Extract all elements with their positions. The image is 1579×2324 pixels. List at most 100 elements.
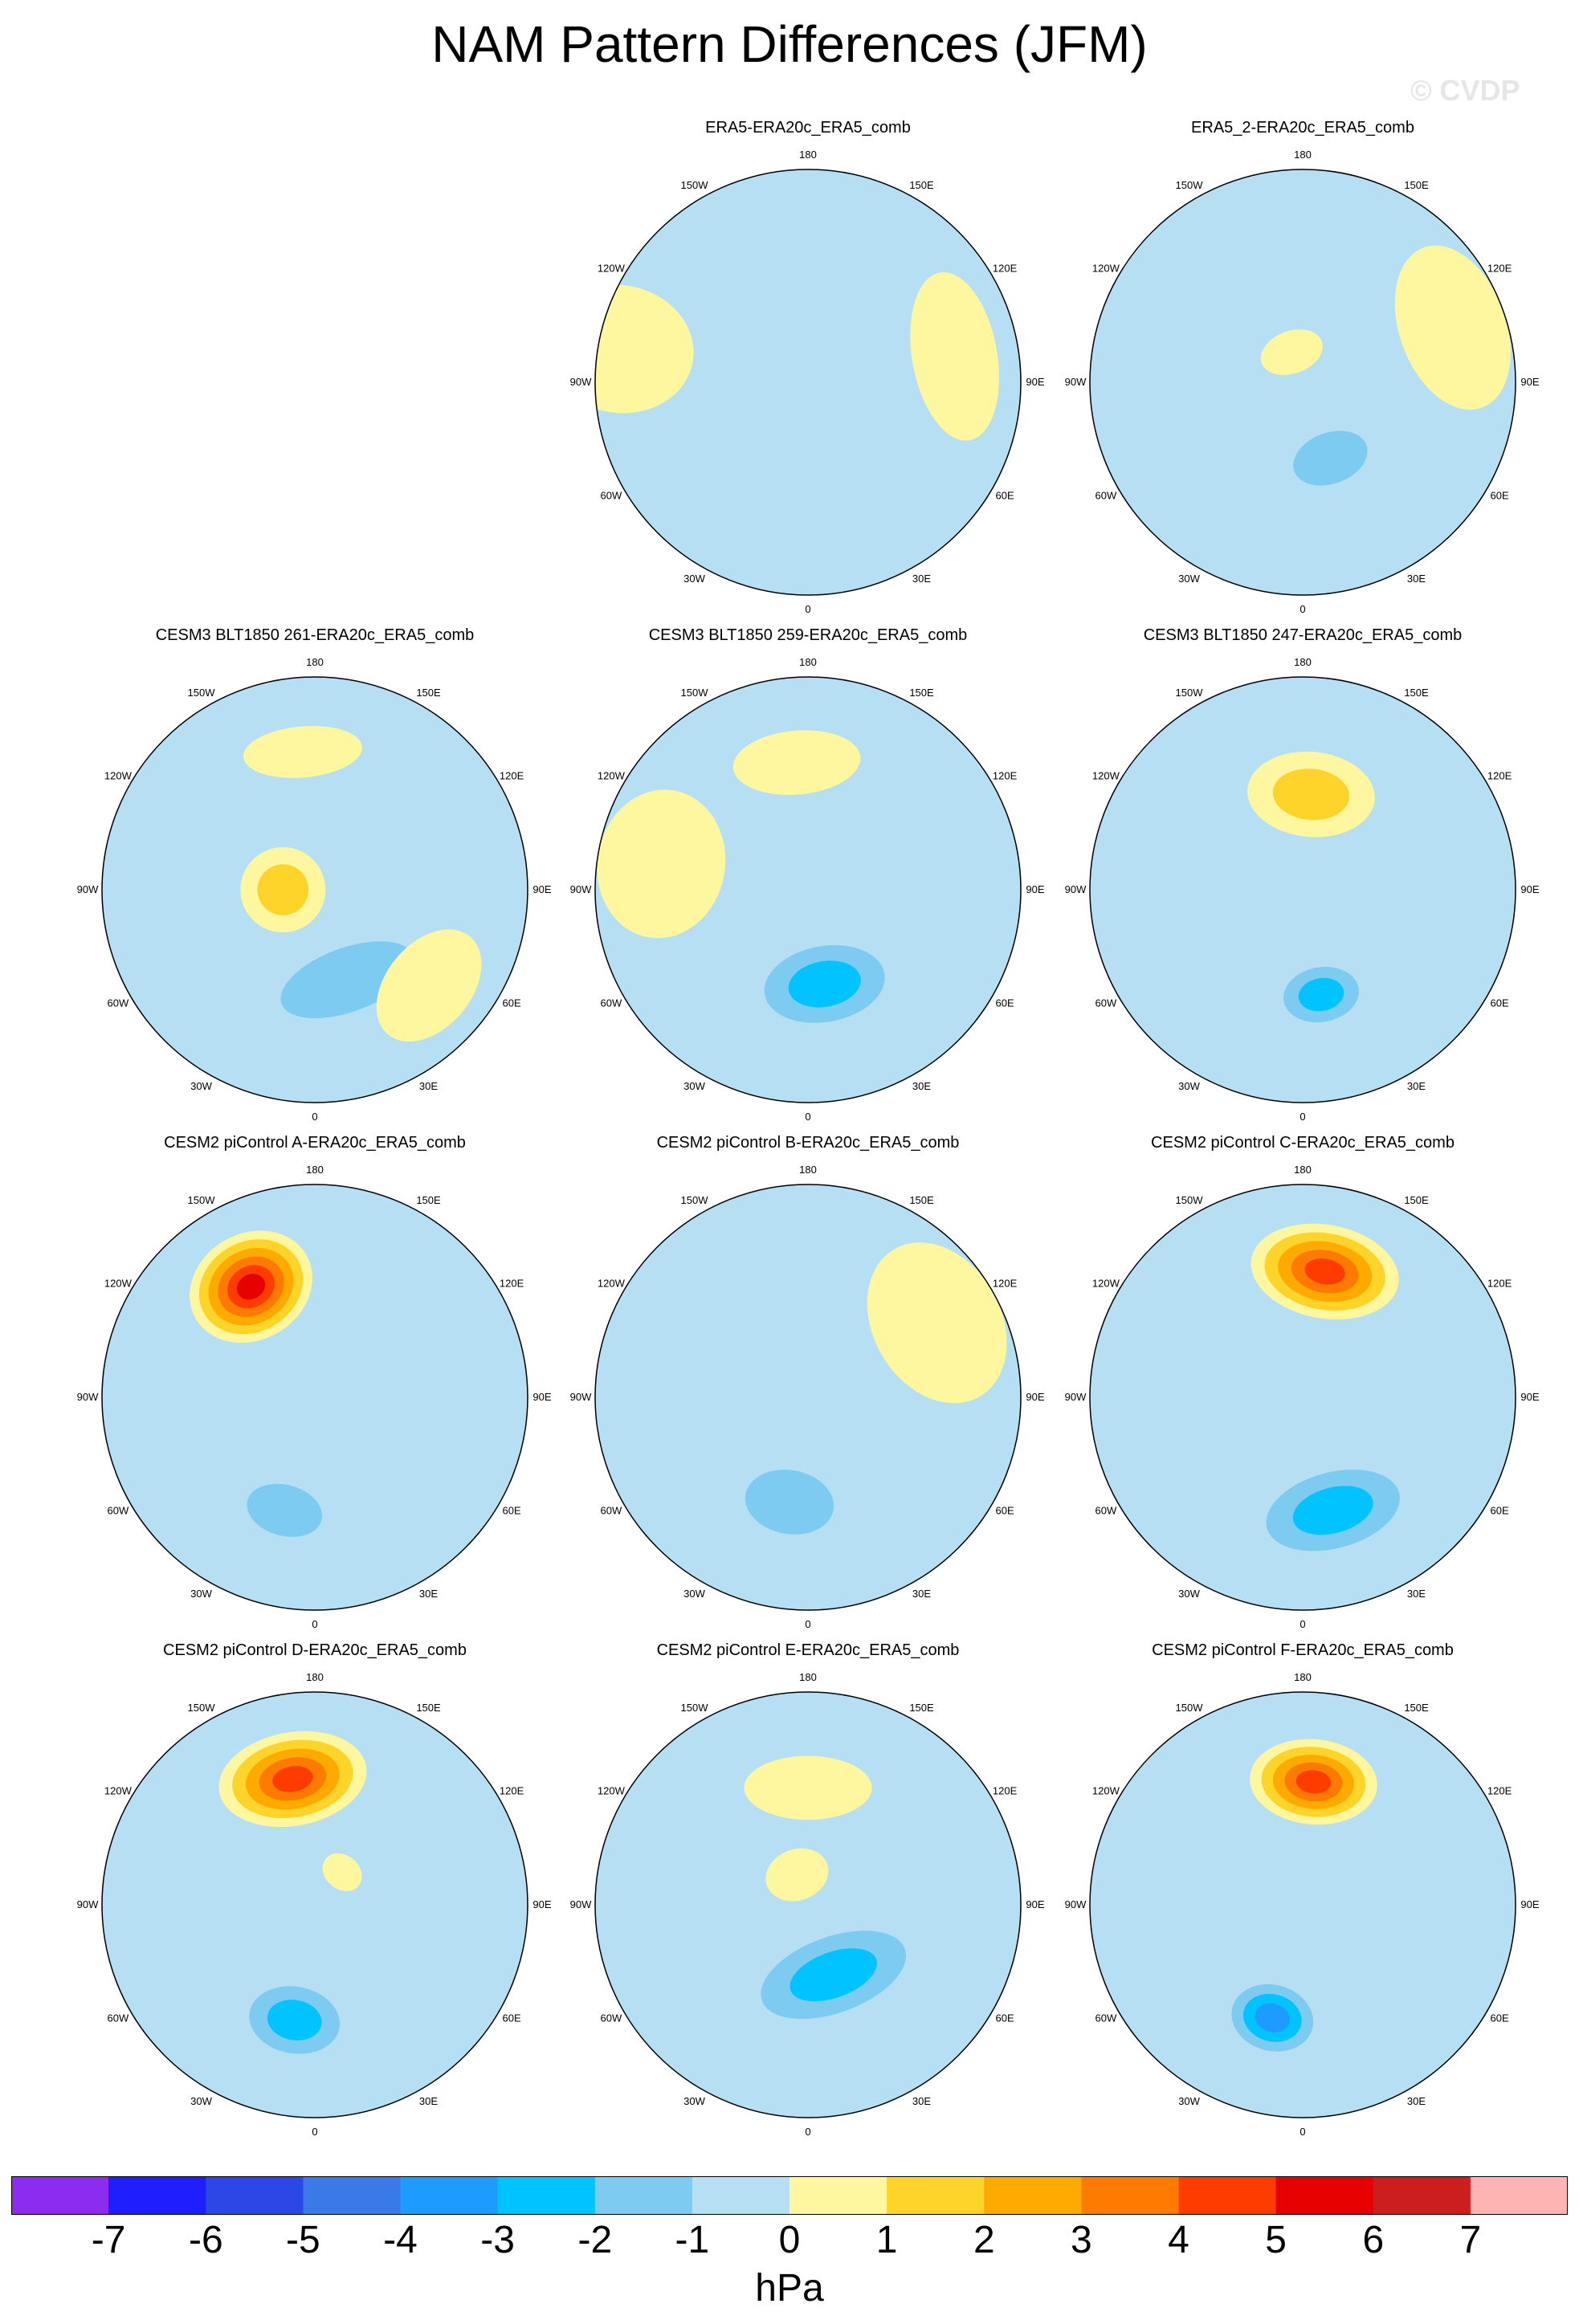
map-boundary [1089, 1184, 1516, 1611]
map-boundary [594, 676, 1022, 1103]
longitude-label: 180 [306, 1671, 324, 1683]
anomaly-contour [910, 272, 1000, 441]
longitude-label: 60E [1491, 490, 1509, 502]
longitude-label: 120W [1092, 770, 1120, 782]
anomaly-contour [1255, 2003, 1291, 2032]
longitude-label: 120E [993, 1278, 1018, 1290]
anomaly-contour [243, 726, 362, 778]
map-background-fill [1090, 1692, 1516, 2118]
anomaly-contour [1394, 245, 1511, 410]
longitude-label: 120W [1092, 263, 1120, 275]
longitude-label: 180 [1294, 656, 1312, 668]
map-background-fill [102, 1692, 528, 2118]
longitude-label: 120E [500, 770, 524, 782]
anomaly-contour [744, 1755, 872, 1820]
colorbar-segment [594, 2176, 693, 2215]
longitude-label: 60E [1491, 997, 1509, 1009]
longitude-label: 90E [1026, 376, 1044, 388]
anomaly-contour [247, 1483, 323, 1537]
longitude-label: 30W [1178, 1588, 1200, 1600]
longitude-label: 90W [1065, 1898, 1087, 1910]
longitude-label: 120E [993, 770, 1018, 782]
map-panel: ERA5_2-ERA20c_ERA5_comb 180 150E 120E 90E 60E… [1046, 119, 1560, 633]
anomaly-contour [1293, 430, 1368, 486]
longitude-label: 90E [1026, 1391, 1044, 1403]
longitude-label: 150W [681, 687, 709, 699]
map-panel: CESM2 piControl E-ERA20c_ERA5_comb 180 150… [551, 1641, 1065, 2155]
longitude-label: 60E [996, 490, 1014, 502]
longitude-label: 150W [1176, 687, 1204, 699]
longitude-label: 30E [419, 1080, 438, 1092]
longitude-label: 60W [601, 1505, 622, 1517]
longitude-label: 30E [419, 1588, 438, 1600]
longitude-label: 60E [996, 997, 1014, 1009]
map-panel: CESM3 BLT1850 259-ERA20c_ERA5_comb 180 150… [551, 626, 1065, 1140]
longitude-label: 60E [996, 1505, 1014, 1517]
anomaly-contour [732, 730, 861, 795]
longitude-label: 120E [1487, 770, 1512, 782]
longitude-label: 60W [601, 997, 622, 1009]
colorbar-tick-label: 7 [1459, 2219, 1482, 2261]
longitude-label: 90E [532, 1391, 551, 1403]
figure-title: NAM Pattern Differences (JFM) [431, 15, 1148, 73]
anomaly-contour [788, 960, 861, 1008]
longitude-label: 90E [532, 883, 551, 895]
anomaly-contour [267, 2000, 322, 2041]
map-panel: CESM2 piControl A-ERA20c_ERA5_comb 180 150… [58, 1134, 572, 1648]
map-panel: CESM2 piControl B-ERA20c_ERA5_comb 180 150… [551, 1134, 1065, 1648]
longitude-label: 150E [909, 1194, 934, 1206]
longitude-label: 90W [570, 1898, 592, 1910]
longitude-label: 120E [500, 1785, 524, 1797]
panel-title: CESM2 piControl E-ERA20c_ERA5_comb [656, 1641, 960, 1659]
longitude-label: 150E [1404, 687, 1429, 699]
colorbar-segment [206, 2176, 304, 2215]
colorbar-segment [887, 2176, 985, 2215]
colorbar-tick-label: 1 [875, 2219, 898, 2261]
colorbar-tick-label: -1 [675, 2219, 710, 2261]
watermark: © CVDP [1410, 74, 1520, 107]
map-panel: CESM2 piControl F-ERA20c_ERA5_comb 180 150… [1046, 1641, 1560, 2155]
colorbar-outline [11, 2176, 1568, 2215]
longitude-label: 120W [598, 263, 626, 275]
polar-map: 180 150E 120E 90E 60E 30E 0 30W 60W 90W 120W 150W [77, 656, 552, 1123]
longitude-label: 150E [1404, 1702, 1429, 1714]
map-background-fill [1090, 677, 1516, 1103]
longitude-label: 90W [1065, 883, 1087, 895]
colorbar-tick-label: -7 [91, 2219, 126, 2261]
longitude-label: 90W [570, 376, 592, 388]
anomaly-contour [1295, 1770, 1332, 1794]
map-boundary [101, 676, 528, 1103]
longitude-label: 180 [306, 1164, 324, 1176]
map-boundary [101, 1691, 528, 2118]
longitude-label: 60E [503, 997, 521, 1009]
colorbar-tick-label: -6 [188, 2219, 223, 2261]
colorbar-segment [1275, 2176, 1374, 2215]
longitude-label: 60W [601, 2012, 622, 2024]
longitude-label: 120E [1487, 1278, 1512, 1290]
colorbar-tick-label: 0 [778, 2219, 801, 2261]
polar-map: 180 150E 120E 90E 60E 30E 0 30W 60W 90W 120W 150W [570, 1671, 1045, 2138]
longitude-label: 60W [1096, 2012, 1117, 2024]
longitude-label: 90E [1520, 883, 1539, 895]
colorbar-tick-label: 5 [1265, 2219, 1287, 2261]
longitude-label: 90E [1520, 1898, 1539, 1910]
anomaly-contour [257, 864, 309, 915]
longitude-label: 30W [1178, 2095, 1200, 2107]
longitude-label: 180 [799, 656, 817, 668]
anomaly-contour [376, 929, 482, 1042]
longitude-label: 30E [1407, 1588, 1426, 1600]
map-panel: CESM2 piControl C-ERA20c_ERA5_comb 180 150… [1046, 1134, 1560, 1648]
longitude-label: 60E [996, 2012, 1014, 2024]
polar-map: 180 150E 120E 90E 60E 30E 0 30W 60W 90W 120W 150W [77, 1671, 552, 2138]
colorbar-segment [692, 2176, 790, 2215]
anomaly-contour [1260, 329, 1323, 375]
longitude-label: 90W [77, 1391, 99, 1403]
longitude-label: 30E [1407, 2095, 1426, 2107]
polar-map: 180 150E 120E 90E 60E 30E 0 30W 60W 90W 120W 150W [1065, 1164, 1540, 1630]
polar-map: 180 150E 120E 90E 60E 30E 0 30W 60W 90W 120W 150W [570, 1164, 1045, 1630]
longitude-label: 30E [912, 2095, 931, 2107]
longitude-label: 60W [1096, 490, 1117, 502]
map-background-fill [595, 1692, 1021, 2118]
map-panel: CESM3 BLT1850 247-ERA20c_ERA5_comb 180 150… [1046, 626, 1560, 1140]
longitude-label: 120W [104, 1278, 133, 1290]
